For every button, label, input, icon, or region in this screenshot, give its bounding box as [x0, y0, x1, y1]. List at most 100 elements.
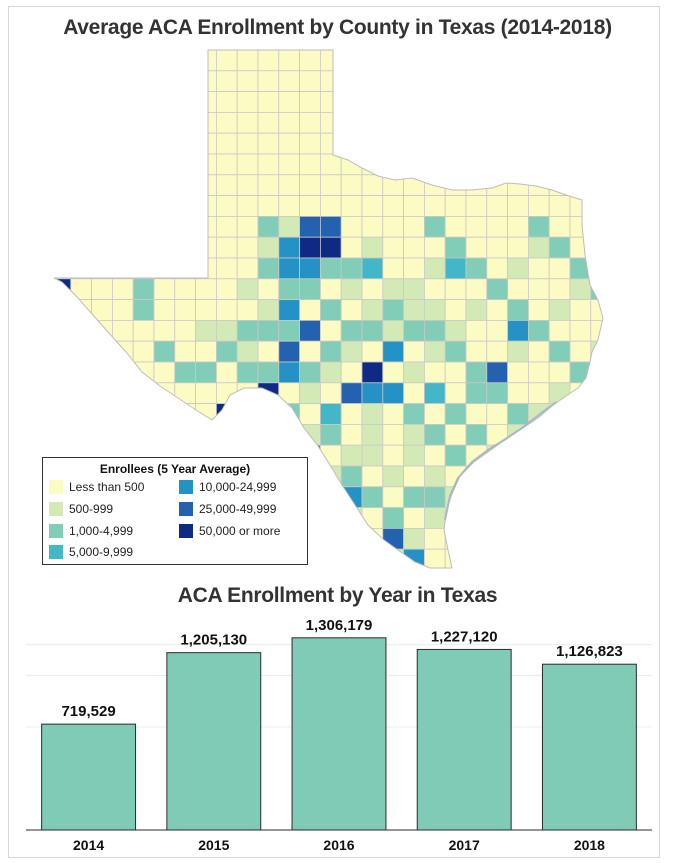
county-cell	[507, 236, 529, 259]
county-cell	[403, 215, 425, 238]
county-cell	[112, 299, 134, 321]
county-cell	[257, 319, 280, 342]
county-cell	[569, 382, 592, 404]
county-cell	[319, 465, 342, 488]
county-cell	[215, 278, 238, 300]
county-cell	[319, 486, 342, 508]
bar-chart-title: ACA Enrollment by Year in Texas	[177, 584, 498, 607]
county-cell	[486, 112, 508, 134]
county-cell	[257, 195, 280, 217]
county-cell	[132, 195, 155, 217]
county-cell	[486, 382, 508, 404]
county-cell	[340, 299, 363, 321]
county-cell	[257, 215, 280, 238]
county-cell	[153, 174, 176, 197]
county-cell	[569, 215, 592, 238]
county-cell	[382, 195, 404, 217]
county-cell	[465, 50, 488, 72]
county-cell	[112, 153, 134, 176]
county-cell	[361, 278, 384, 300]
bar-value-label: 1,126,823	[556, 643, 623, 660]
county-cell	[382, 361, 404, 384]
county-cell	[319, 215, 342, 238]
county-cell	[215, 340, 238, 363]
county-cell	[548, 278, 571, 300]
county-cell	[340, 340, 363, 363]
county-cell	[132, 132, 155, 155]
county-cell	[590, 132, 603, 155]
county-cell	[278, 195, 300, 217]
county-cell	[91, 382, 113, 404]
county-cell	[590, 257, 603, 280]
county-cell	[569, 50, 592, 72]
enrollment-bar-chart: 719,529 2014 1,205,130 2015 1,306,179 2016 1,2…	[26, 617, 652, 853]
county-cell	[361, 444, 384, 467]
legend-label: 1,000-4,999	[69, 524, 134, 538]
county-cell	[54, 382, 72, 404]
county-cell	[278, 340, 300, 363]
bar-2018	[541, 663, 637, 831]
county-cell	[507, 174, 529, 197]
county-cell	[361, 486, 384, 508]
county-cell	[423, 361, 446, 384]
county-cell	[423, 319, 446, 342]
county-cell	[444, 257, 467, 280]
county-cell	[403, 465, 425, 488]
county-cell	[590, 548, 603, 568]
bar-2014	[41, 723, 137, 831]
county-cell	[465, 215, 488, 238]
county-cell	[423, 70, 446, 93]
county-cell	[423, 91, 446, 113]
x-tick-label: 2017	[449, 837, 480, 853]
county-cell	[236, 423, 259, 446]
county-cell	[153, 132, 176, 155]
county-cell	[444, 340, 467, 363]
county-cell	[403, 50, 425, 72]
legend-swatch	[179, 524, 193, 538]
county-cell	[569, 174, 592, 197]
county-cell	[112, 132, 134, 155]
county-cell	[507, 132, 529, 155]
county-cell	[257, 257, 280, 280]
county-cell	[403, 319, 425, 342]
county-cell	[340, 528, 363, 550]
county-cell	[174, 70, 197, 93]
legend-label: 10,000-24,999	[199, 480, 277, 494]
county-cell	[486, 70, 508, 93]
county-cell	[319, 361, 342, 384]
county-cell	[548, 257, 571, 280]
county-cell	[215, 236, 238, 259]
county-cell	[132, 340, 155, 363]
county-cell	[507, 112, 529, 134]
county-cell	[569, 319, 592, 342]
legend-swatch	[179, 502, 193, 516]
legend-item-less-than-500: Less than 500	[49, 480, 144, 494]
county-cell	[590, 382, 603, 404]
county-cell	[548, 299, 571, 321]
county-cell	[465, 195, 488, 217]
county-cell	[361, 50, 384, 72]
county-cell	[299, 195, 321, 217]
county-cell	[319, 423, 342, 446]
county-cell	[590, 486, 603, 508]
county-cell	[507, 215, 529, 238]
county-cell	[299, 403, 321, 425]
county-cell	[257, 91, 280, 113]
county-cell	[528, 236, 550, 259]
county-cell	[132, 153, 155, 176]
county-cell	[319, 403, 342, 425]
county-cell	[382, 340, 404, 363]
county-cell	[486, 215, 508, 238]
legend-label: Less than 500	[69, 480, 145, 494]
county-cell	[236, 299, 259, 321]
county-cell	[423, 528, 446, 550]
county-cell	[548, 195, 571, 217]
county-cell	[70, 423, 93, 446]
county-cell	[153, 50, 176, 72]
county-cell	[382, 257, 404, 280]
county-cell	[54, 319, 72, 342]
county-cell	[507, 465, 529, 488]
county-cell	[215, 91, 238, 113]
county-cell	[569, 70, 592, 93]
legend-item-500-999: 500-999	[49, 502, 113, 516]
